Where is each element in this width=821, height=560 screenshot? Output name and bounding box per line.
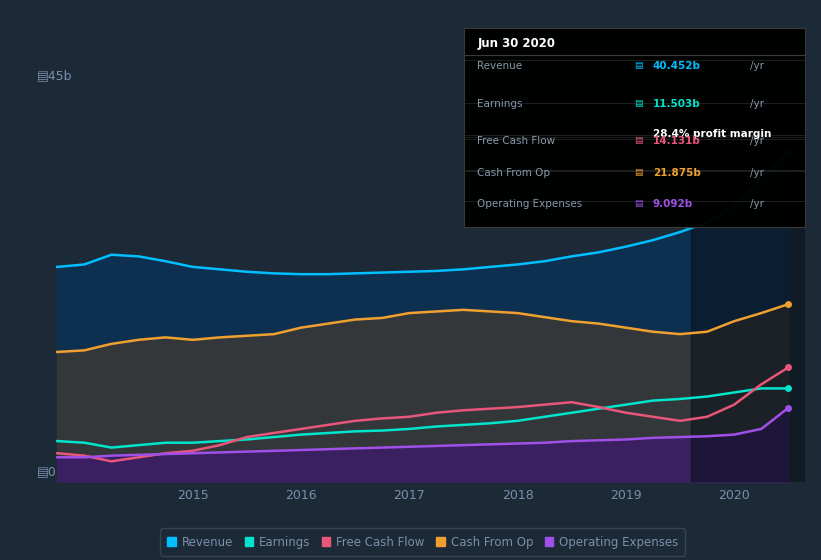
Text: ▤: ▤ — [635, 199, 643, 208]
Text: /yr: /yr — [750, 61, 764, 71]
Text: ▤: ▤ — [635, 99, 643, 108]
Text: 14.131b: 14.131b — [653, 136, 701, 146]
Text: ▤: ▤ — [635, 136, 643, 146]
Text: /yr: /yr — [750, 99, 764, 109]
Text: 11.503b: 11.503b — [653, 99, 700, 109]
Text: ▤0: ▤0 — [37, 465, 57, 478]
Text: Free Cash Flow: Free Cash Flow — [478, 136, 556, 146]
Text: Revenue: Revenue — [478, 61, 523, 71]
Text: ▤: ▤ — [635, 168, 643, 177]
Text: 9.092b: 9.092b — [653, 199, 693, 209]
Text: 28.4% profit margin: 28.4% profit margin — [653, 129, 772, 139]
Legend: Revenue, Earnings, Free Cash Flow, Cash From Op, Operating Expenses: Revenue, Earnings, Free Cash Flow, Cash … — [160, 529, 686, 556]
Text: /yr: /yr — [750, 168, 764, 178]
Text: ▤45b: ▤45b — [37, 69, 73, 82]
Text: Jun 30 2020: Jun 30 2020 — [478, 37, 556, 50]
Text: Operating Expenses: Operating Expenses — [478, 199, 583, 209]
Text: 21.875b: 21.875b — [653, 168, 701, 178]
Text: 40.452b: 40.452b — [653, 61, 701, 71]
Bar — [690, 101, 805, 482]
Text: Earnings: Earnings — [478, 99, 523, 109]
Text: Cash From Op: Cash From Op — [478, 168, 551, 178]
Text: /yr: /yr — [750, 199, 764, 209]
Text: ▤: ▤ — [635, 61, 643, 70]
Text: /yr: /yr — [750, 136, 764, 146]
